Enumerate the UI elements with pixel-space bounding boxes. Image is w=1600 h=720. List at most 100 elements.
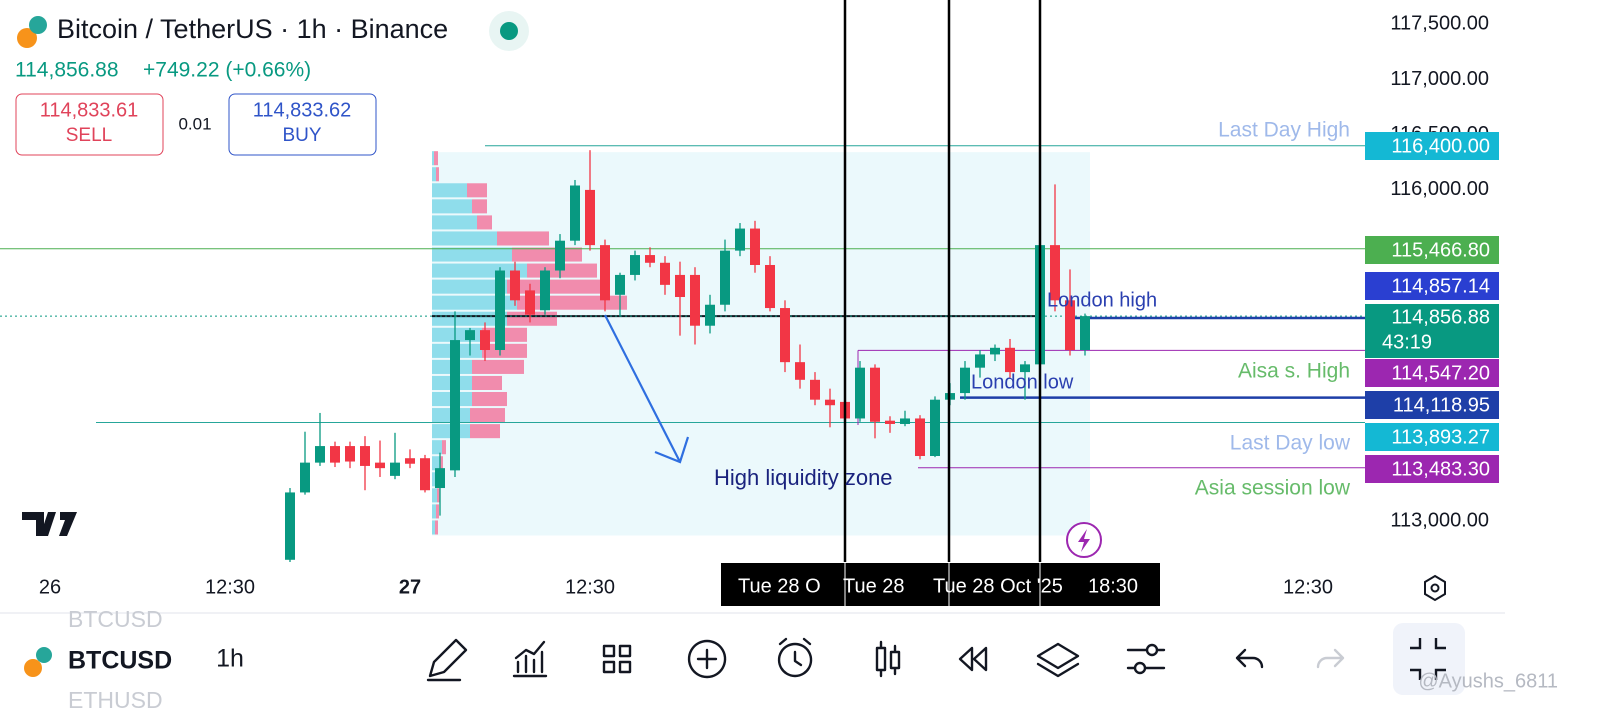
settings-icon[interactable]	[1424, 574, 1446, 602]
settings-dot	[1430, 583, 1440, 593]
price-label: 113,893.27	[1391, 426, 1490, 448]
profile-buy	[432, 199, 472, 214]
profile-sell	[436, 504, 439, 519]
profile-buy	[432, 456, 440, 471]
interval[interactable]: 1h	[216, 645, 244, 673]
candle-body	[780, 308, 790, 363]
x-tick-label: 12:30	[205, 576, 255, 598]
objects[interactable]	[1036, 642, 1080, 678]
redo[interactable]	[1316, 648, 1345, 669]
usdt-icon	[29, 16, 47, 34]
symbol-next: ETHUSD	[68, 687, 163, 713]
candle-body	[690, 274, 700, 326]
profile-buy	[432, 167, 436, 182]
undo[interactable]	[1235, 648, 1264, 669]
profile-sell	[472, 199, 487, 214]
countdown: 43:19	[1382, 331, 1432, 353]
candle-body	[300, 462, 310, 493]
sell-button[interactable]	[15, 93, 164, 156]
candle-body	[615, 274, 625, 295]
settings[interactable]	[1126, 648, 1166, 670]
candle-body	[930, 399, 940, 457]
profile-sell	[472, 391, 507, 407]
settings-knob	[1133, 661, 1147, 675]
buy-button[interactable]	[228, 93, 377, 156]
change: +749.22 (+0.66%)	[143, 59, 311, 82]
indicators[interactable]	[512, 640, 548, 678]
profile-sell	[497, 231, 549, 246]
candle-body	[855, 367, 865, 419]
price-label: 115,466.80	[1391, 239, 1490, 261]
profile-buy	[432, 279, 507, 294]
candle-body	[960, 367, 970, 394]
profile-buy	[432, 440, 442, 455]
profile-buy	[432, 504, 436, 519]
candle-body	[510, 270, 520, 301]
sell-price: 114,833.61	[40, 99, 139, 121]
buy-label: BUY	[282, 125, 321, 146]
candle-body	[885, 420, 895, 424]
alarm[interactable]	[777, 637, 813, 678]
candle-body	[630, 255, 640, 275]
price-label-box	[1365, 132, 1499, 160]
fullscreen-button[interactable]	[1393, 623, 1465, 695]
usdt-icon	[36, 647, 52, 663]
candle-body	[720, 250, 730, 305]
price-label-box	[1365, 272, 1499, 300]
candle-body	[750, 228, 760, 265]
profile-sell	[472, 375, 502, 390]
profile-sell	[470, 424, 500, 439]
profile-buy	[432, 231, 497, 246]
profile-sell	[434, 151, 438, 166]
candle-body	[435, 468, 445, 489]
replay[interactable]	[958, 646, 988, 672]
crosshair-time: 18:30	[1088, 575, 1138, 597]
chart-type[interactable]	[875, 640, 901, 678]
crosshair-time-box	[721, 563, 1160, 606]
price-label: 116,400.00	[1391, 135, 1490, 157]
candle-body	[900, 418, 910, 424]
candle-body	[795, 362, 805, 380]
candle-body	[1005, 347, 1015, 373]
profile-sell	[435, 520, 438, 535]
level-name: Last Day low	[1230, 432, 1351, 455]
bolt	[1078, 529, 1090, 552]
candle-body	[585, 189, 595, 246]
last-price: 114,856.88	[15, 59, 119, 82]
profile-sell	[437, 488, 440, 503]
spread: 0.01	[178, 114, 211, 133]
profile-sell	[472, 359, 524, 374]
candle-body	[315, 446, 325, 463]
add[interactable]	[687, 639, 727, 679]
annotation: London low	[971, 371, 1074, 393]
fullscreen-icon	[1410, 638, 1446, 680]
candle-body	[540, 270, 550, 311]
sell-label: SELL	[66, 125, 112, 146]
draw-tool[interactable]	[426, 638, 468, 682]
x-tick-label: 12:30	[565, 576, 615, 598]
status-dot	[500, 22, 518, 40]
layouts[interactable]	[602, 644, 632, 674]
annotation: High liquidity zone	[714, 465, 893, 490]
candle-body	[915, 418, 925, 457]
level-name: Aisa s. High	[1238, 360, 1350, 383]
candle-body	[480, 330, 490, 351]
profile-sell	[507, 279, 607, 294]
crosshair-time: Tue 28 O	[738, 575, 821, 597]
profile-sell	[477, 215, 492, 230]
profile-buy	[432, 488, 437, 503]
candle-body	[975, 354, 985, 368]
profile-sell	[436, 167, 439, 182]
annotation: London high	[1047, 289, 1157, 311]
watermark: @Ayushs_6811	[1418, 670, 1558, 692]
candle-body	[345, 446, 355, 462]
candle-body	[810, 379, 820, 400]
symbol[interactable]: BTCUSD	[68, 647, 172, 675]
candle-body	[660, 262, 670, 285]
candle-body	[390, 462, 400, 476]
price-label-box	[1365, 359, 1499, 387]
price-label: 114,857.14	[1391, 275, 1490, 297]
candle-body	[675, 274, 685, 298]
candle-body	[330, 446, 340, 463]
